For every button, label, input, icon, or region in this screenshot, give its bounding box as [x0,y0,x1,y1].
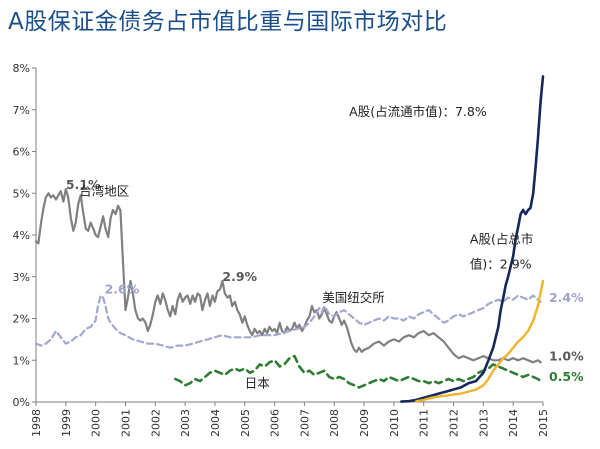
annotation-a-total-label-1: A股(占总市 [470,231,533,246]
x-tick-label: 2010 [388,409,401,437]
annotation-us-end: 2.4% [549,290,584,305]
y-tick-label: 2% [13,313,30,326]
x-tick-label: 2002 [149,409,162,437]
x-tick-label: 2014 [507,409,520,437]
x-tick-label: 2000 [90,409,103,437]
y-tick-label: 6% [13,146,30,159]
y-tick-label: 3% [13,271,30,284]
x-tick-label: 2009 [358,409,371,437]
annotation-japan-end: 0.5% [549,369,584,384]
x-tick-label: 2013 [477,409,490,437]
annotation-taiwan-mid: 2.9% [222,269,257,284]
annotation-taiwan-end: 1.0% [549,348,584,363]
annotation-a-float-label: A股(占流通市值)：7.8% [349,104,487,119]
annotation-taiwan-name: 台湾地区 [79,183,129,198]
x-tick-label: 2008 [328,409,341,437]
y-tick-label: 8% [13,62,30,75]
y-tick-label: 0% [13,396,30,409]
x-tick-label: 2007 [298,409,311,437]
x-tick-label: 2001 [119,409,132,437]
x-tick-label: 2004 [209,409,222,437]
chart-axes: 0% 1% 2% 3% 4% 5% 6% 7% 8% 1998 1999 2000 2001 2002 20… [13,62,550,437]
series-line-us [34,294,542,349]
y-tick-label: 7% [13,104,30,117]
chart-title: A股保证金债务占市值比重与国际市场对比 [8,9,448,35]
series-line-a-total [415,279,545,403]
x-tick-label: 2015 [537,409,550,437]
y-tick-label: 1% [13,354,30,367]
series-line-a-float [400,75,545,403]
annotation-us-peak: 2.6% [105,281,140,296]
x-tick-label: 2005 [239,409,252,437]
x-tick-label: 2006 [269,409,282,437]
x-tick-label: 2003 [179,409,192,437]
x-tick-label: 1998 [30,409,43,437]
y-tick-label: 5% [13,187,30,200]
annotation-us-name: 美国纽交所 [322,290,385,305]
x-tick-label: 2012 [448,409,461,437]
series-layer [34,75,545,403]
x-tick-label: 2011 [418,409,431,437]
annotation-a-total-label-2: 值)：2.9% [470,256,532,271]
annotation-taiwan-peak: 5.1% [66,177,101,192]
series-line-japan [174,354,542,389]
annotation-japan-name: 日本 [245,375,271,390]
y-tick-label: 4% [13,229,30,242]
series-line-taiwan [34,188,542,364]
x-tick-label: 1999 [60,409,73,437]
